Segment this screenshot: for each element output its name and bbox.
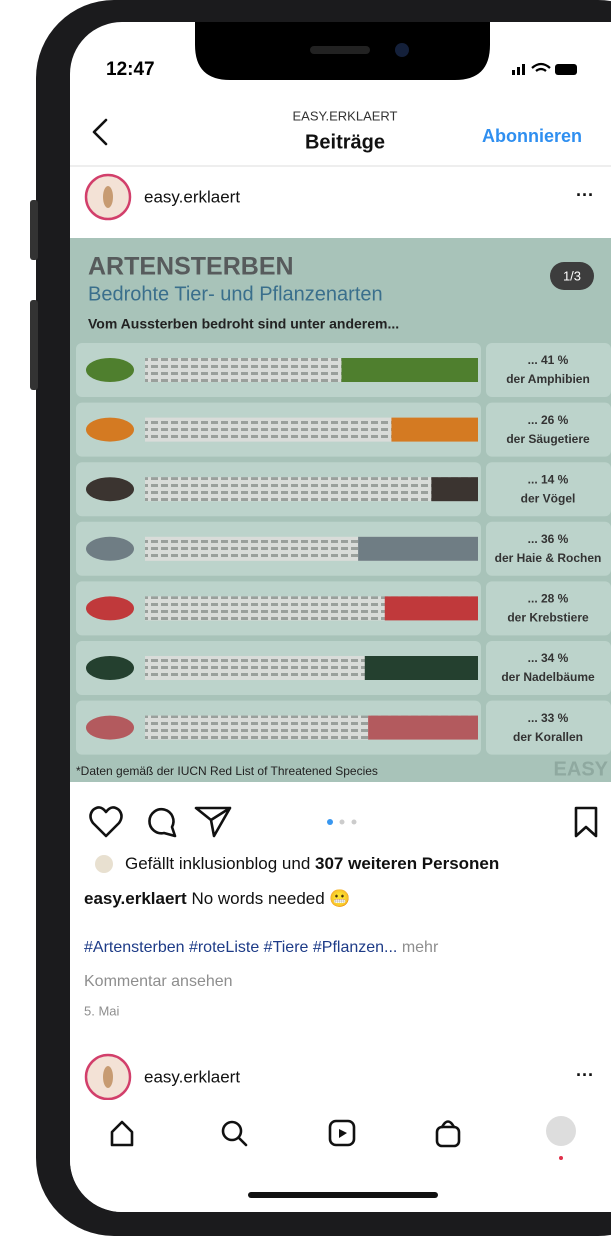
header-account: EASY.ERKLAERT	[292, 108, 397, 123]
species-icon	[86, 477, 134, 501]
carousel-dot	[340, 820, 345, 825]
species-icon	[86, 716, 134, 740]
species-strip	[145, 477, 478, 501]
label-background	[486, 403, 611, 457]
species-icon	[86, 537, 134, 561]
camera	[395, 43, 409, 57]
percent-label: ... 28 %	[528, 592, 569, 606]
page-indicator: 1/3	[563, 268, 581, 283]
group-label: der Vögel	[521, 491, 576, 505]
percent-label: ... 33 %	[528, 711, 569, 725]
speaker	[310, 46, 370, 54]
threatened-share	[385, 596, 478, 620]
percent-label: ... 14 %	[528, 472, 569, 486]
group-label: der Haie & Rochen	[495, 551, 602, 565]
likes-text: Gefällt inklusionblog und 307 weiteren P…	[125, 854, 499, 873]
caption-user[interactable]: easy.erklaert	[84, 889, 187, 908]
percent-label: ... 36 %	[528, 532, 569, 546]
carousel-dot	[352, 820, 357, 825]
post-date: 5. Mai	[84, 1003, 120, 1018]
phone-screenshot: 12:47 EASY.ERKLAERT Beiträge Abonnieren …	[0, 0, 611, 1240]
carousel-dot	[327, 819, 333, 825]
caption: easy.erklaert No words needed 😬	[84, 889, 351, 908]
profile-tab[interactable]	[546, 1116, 576, 1146]
side-button	[30, 300, 38, 390]
threatened-share	[341, 358, 478, 382]
label-background	[486, 343, 611, 397]
threatened-share	[431, 477, 478, 501]
side-button	[30, 200, 38, 260]
hashtags: #Artensterben #roteListe #Tiere #Pflanze…	[84, 939, 439, 956]
status-time: 12:47	[106, 59, 155, 80]
header-title: Beiträge	[305, 131, 385, 153]
group-label: der Nadelbäume	[501, 670, 595, 684]
info-footnote: *Daten gemäß der IUCN Red List of Threat…	[76, 764, 378, 778]
likes-user[interactable]: inklusionblog	[179, 854, 277, 873]
notification-dot	[559, 1156, 563, 1160]
label-background	[486, 641, 611, 695]
home-indicator	[248, 1192, 438, 1198]
species-icon	[86, 418, 134, 442]
view-comments[interactable]: Kommentar ansehen	[84, 973, 233, 990]
info-title: ARTENSTERBEN	[88, 253, 294, 281]
threatened-share	[391, 418, 478, 442]
percent-label: ... 41 %	[528, 353, 569, 367]
group-label: der Amphibien	[506, 372, 590, 386]
more-link[interactable]: mehr	[402, 939, 439, 956]
label-background	[486, 701, 611, 755]
likes-prefix: Gefällt	[125, 854, 174, 873]
likes-middle: und	[282, 854, 310, 873]
follow-button[interactable]: Abonnieren	[482, 126, 582, 146]
info-brand: EASY	[554, 758, 609, 780]
caption-text: No words needed 😬	[191, 889, 350, 908]
threatened-share	[368, 716, 478, 740]
info-subtitle: Bedrohte Tier- und Pflanzenarten	[88, 283, 383, 305]
label-background	[486, 581, 611, 635]
info-intro: Vom Aussterben bedroht sind unter andere…	[88, 316, 399, 332]
group-label: der Krebstiere	[507, 611, 589, 625]
percent-label: ... 26 %	[528, 413, 569, 427]
label-background	[486, 522, 611, 576]
percent-label: ... 34 %	[528, 651, 569, 665]
more-options[interactable]: ···	[576, 1065, 594, 1085]
group-label: der Korallen	[513, 730, 583, 744]
hashtag-list[interactable]: #Artensterben #roteListe #Tiere #Pflanze…	[84, 939, 397, 956]
label-background	[486, 462, 611, 516]
avatar-image	[103, 1066, 113, 1088]
threatened-share	[365, 656, 478, 680]
group-label: der Säugetiere	[506, 432, 590, 446]
avatar-image	[103, 186, 113, 208]
next-post-user[interactable]: easy.erklaert	[144, 1067, 240, 1086]
species-icon	[86, 656, 134, 680]
species-icon	[86, 596, 134, 620]
post-user[interactable]: easy.erklaert	[144, 187, 240, 206]
likes-count[interactable]: 307 weiteren Personen	[315, 854, 499, 873]
info-rows: ... 41 % der Amphibien ... 26 % der Säugeti…	[76, 343, 611, 755]
liker-avatar	[95, 855, 113, 873]
more-options[interactable]: ···	[576, 185, 594, 205]
threatened-share	[358, 537, 478, 561]
species-icon	[86, 358, 134, 382]
